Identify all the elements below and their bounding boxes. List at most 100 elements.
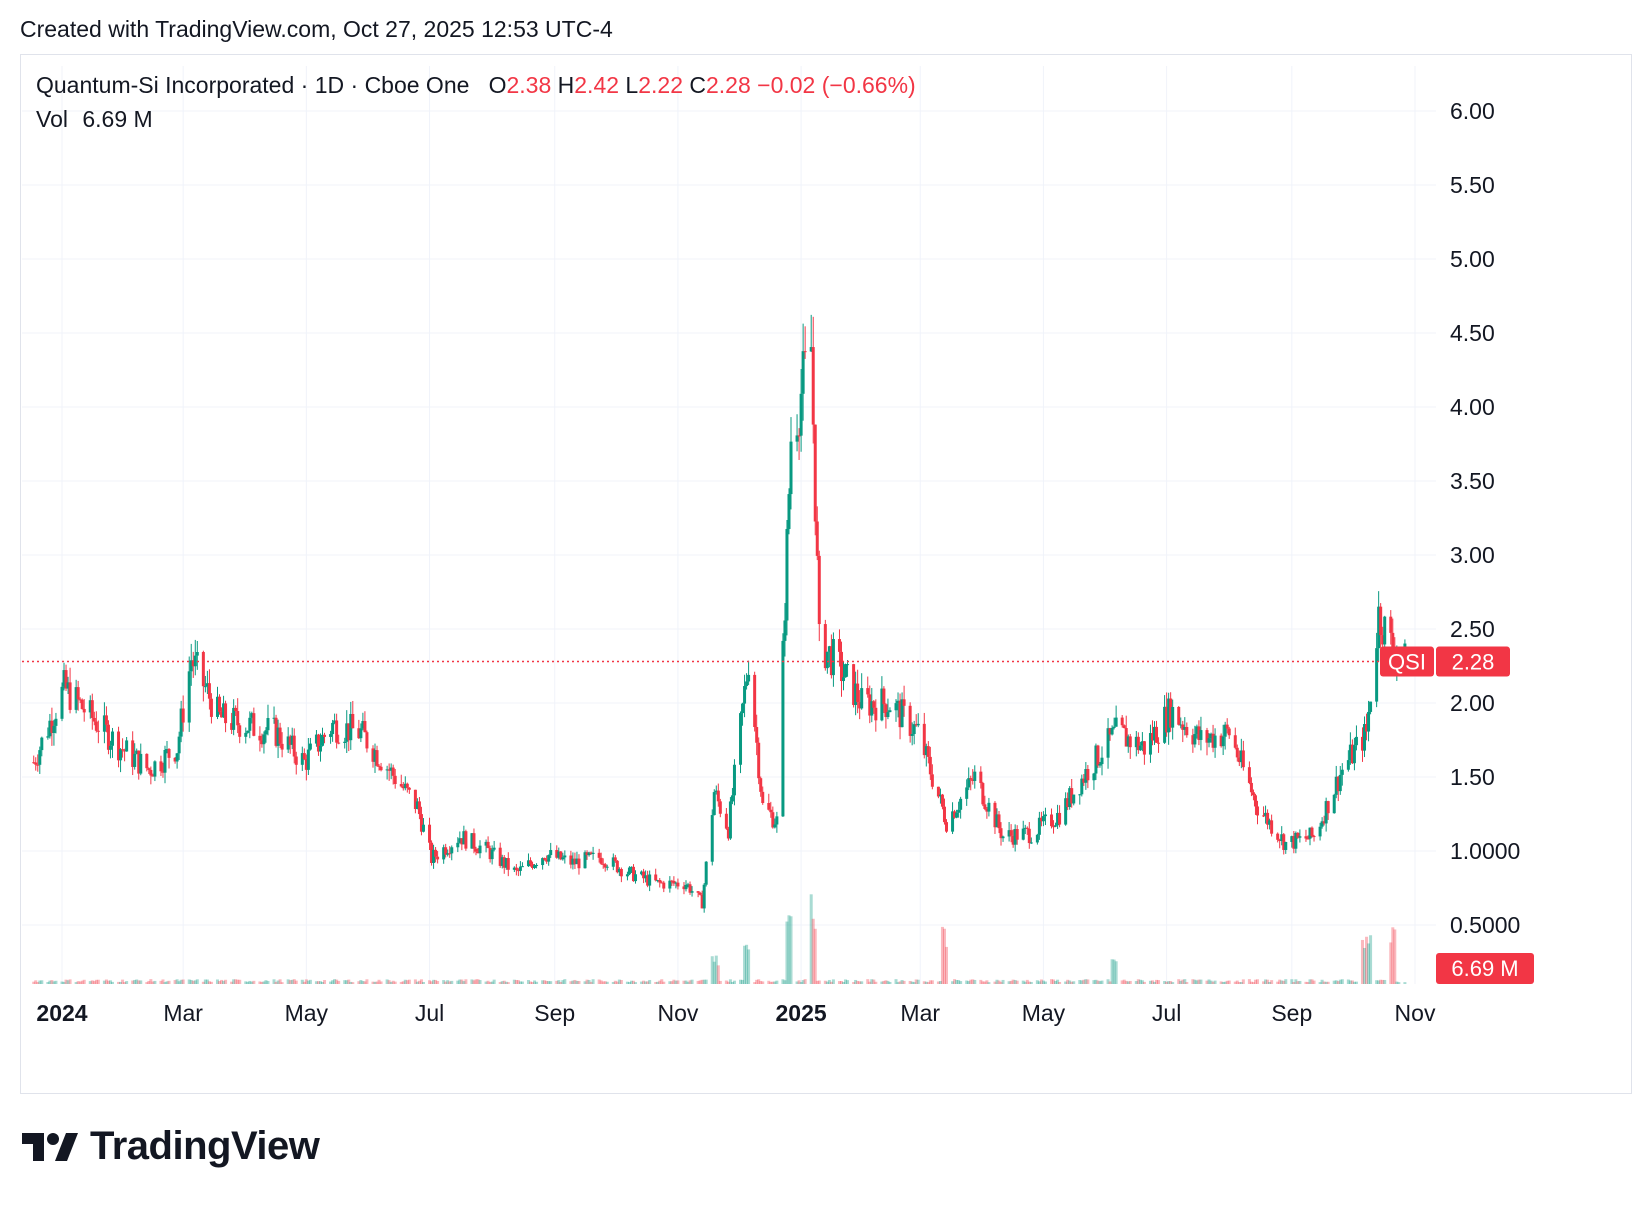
candle-body bbox=[464, 831, 468, 849]
volume-bar bbox=[902, 980, 906, 984]
candle-body bbox=[1219, 735, 1223, 747]
candle-body bbox=[1326, 801, 1330, 814]
volume-bar bbox=[121, 979, 125, 984]
candle bbox=[1165, 692, 1169, 737]
candle bbox=[712, 789, 716, 816]
candle bbox=[250, 711, 254, 724]
volume-bar bbox=[942, 928, 946, 984]
volume-bar bbox=[1340, 979, 1344, 984]
volume-bar bbox=[209, 981, 213, 984]
candle-body bbox=[177, 736, 181, 754]
candle-body bbox=[1249, 782, 1253, 793]
volume-bar bbox=[165, 981, 169, 984]
volume-bar bbox=[1332, 980, 1336, 984]
y-tick-label: 4.50 bbox=[1450, 320, 1495, 346]
candle-body bbox=[1056, 812, 1060, 826]
candle-body bbox=[1039, 817, 1043, 822]
candle-body bbox=[561, 857, 565, 860]
candle bbox=[700, 890, 704, 909]
candle-body bbox=[460, 838, 464, 845]
candle-body bbox=[1247, 767, 1251, 783]
candle-body bbox=[1080, 778, 1084, 795]
candle-body bbox=[747, 674, 751, 682]
candle bbox=[761, 786, 765, 805]
candle-body bbox=[484, 841, 488, 846]
candle-body bbox=[365, 732, 369, 749]
volume-bar bbox=[1163, 981, 1167, 984]
volume-bar bbox=[389, 981, 393, 984]
candle-body bbox=[1041, 816, 1045, 822]
candle bbox=[1167, 692, 1171, 745]
volume-bar bbox=[648, 979, 652, 984]
candle bbox=[280, 732, 284, 758]
volume-bar bbox=[547, 981, 551, 984]
candle bbox=[809, 314, 813, 352]
candle-body bbox=[1262, 815, 1266, 817]
candle bbox=[1377, 591, 1381, 662]
candle-body bbox=[108, 745, 112, 750]
tradingview-logo[interactable]: TradingView bbox=[22, 1124, 320, 1169]
volume-bar bbox=[732, 980, 736, 984]
volume-bar bbox=[1195, 980, 1199, 984]
volume-bar bbox=[502, 980, 506, 984]
candle bbox=[40, 736, 44, 757]
volume-bar bbox=[234, 979, 238, 984]
candle bbox=[260, 733, 264, 748]
candle-body bbox=[205, 683, 209, 687]
candle-body bbox=[640, 871, 644, 875]
candle-body bbox=[308, 743, 312, 750]
candle bbox=[391, 764, 395, 785]
volume-bar bbox=[272, 979, 276, 984]
volume-bar bbox=[1011, 979, 1015, 984]
volume-bar bbox=[1027, 981, 1031, 984]
volume-bar bbox=[1324, 981, 1328, 984]
candle-body bbox=[803, 351, 807, 353]
candle-body bbox=[209, 698, 213, 717]
candle bbox=[557, 847, 561, 860]
candle-body bbox=[799, 393, 803, 436]
candle-body bbox=[825, 651, 829, 669]
candle bbox=[137, 750, 141, 780]
candle bbox=[823, 619, 827, 671]
candle bbox=[119, 748, 123, 773]
candle bbox=[34, 757, 38, 771]
candle-body bbox=[236, 711, 240, 726]
volume-bar bbox=[82, 979, 86, 984]
candle bbox=[60, 682, 64, 722]
candle bbox=[1304, 829, 1308, 842]
candle bbox=[1098, 761, 1102, 768]
candle bbox=[1128, 733, 1132, 759]
volume-bar bbox=[957, 980, 961, 984]
volume-bar bbox=[533, 980, 537, 984]
candle-body bbox=[512, 867, 516, 870]
candle-body bbox=[575, 858, 579, 865]
volume-bar bbox=[488, 982, 492, 984]
candle bbox=[1213, 728, 1217, 758]
candle-body bbox=[428, 824, 432, 843]
candle bbox=[674, 881, 678, 889]
candle-body bbox=[846, 664, 850, 666]
candle-body bbox=[38, 750, 42, 765]
candle-body bbox=[68, 682, 72, 710]
candle bbox=[484, 839, 488, 853]
volume-layer bbox=[32, 894, 1407, 984]
volume-bar bbox=[591, 979, 595, 984]
candle bbox=[1136, 732, 1140, 754]
close-value: 2.28 bbox=[706, 72, 751, 98]
candle bbox=[1066, 792, 1070, 811]
candle bbox=[981, 781, 985, 807]
candle-body bbox=[1120, 717, 1124, 726]
chart-frame[interactable] bbox=[20, 54, 1632, 1094]
candle bbox=[1346, 750, 1350, 772]
volume-bar bbox=[700, 979, 704, 984]
candle-body bbox=[488, 848, 492, 860]
candle bbox=[444, 843, 448, 858]
volume-value: 6.69 M bbox=[82, 106, 153, 132]
last-volume-tag-bg bbox=[1436, 953, 1534, 984]
candle-body bbox=[1233, 735, 1237, 748]
candle bbox=[512, 866, 516, 873]
candle-body bbox=[856, 683, 860, 703]
volume-bar bbox=[1276, 981, 1280, 984]
interval-label[interactable]: 1D bbox=[314, 72, 345, 98]
